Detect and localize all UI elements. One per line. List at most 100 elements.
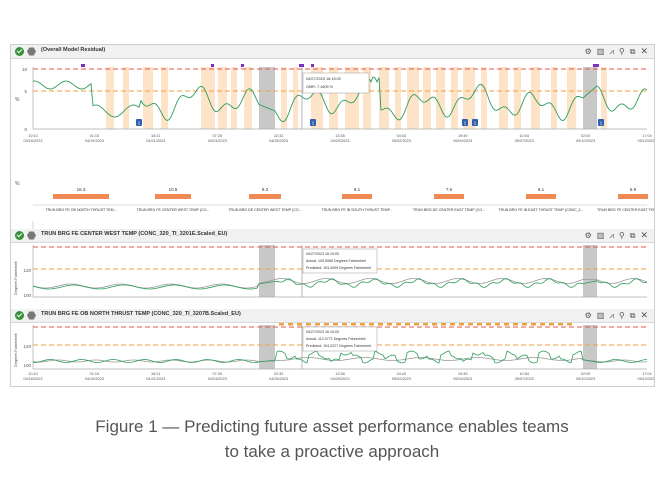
contribution-bar-chart: % 16.3 TRUN BRG FE OB NORTH THRUST TEM...… <box>15 181 654 212</box>
anomaly-tick <box>279 323 284 326</box>
anomaly-tick <box>504 323 509 326</box>
x-tick-date: 05/12/2023 <box>637 139 654 143</box>
x-tick-time: 22:32 <box>274 134 284 138</box>
anomaly-tick <box>333 323 338 326</box>
alert-marker[interactable] <box>136 119 142 126</box>
residual-tooltip: 04/27/2023 16:15:00 OMR: 7.1605 % <box>302 72 370 94</box>
anomaly-band <box>463 67 475 129</box>
trend-icon[interactable]: ⩘ <box>609 47 614 56</box>
x-tick-date: 05/10/2023 <box>576 377 595 381</box>
anomaly-tick <box>324 323 329 326</box>
svg-text:04/27/2023 16:15:00: 04/27/2023 16:15:00 <box>306 330 339 334</box>
contribution-bar[interactable] <box>249 194 281 199</box>
anomaly-band <box>123 67 129 129</box>
trend-icon[interactable]: ⩘ <box>609 231 614 240</box>
alert-marker[interactable] <box>462 119 468 126</box>
close-icon[interactable]: ✕ <box>640 230 648 240</box>
anomaly-tick <box>477 323 482 326</box>
chart-icon[interactable]: ▥ <box>596 311 605 320</box>
x-tick-date: 05/10/2023 <box>576 139 595 143</box>
y-axis-label: Degrees Fahrenheit <box>14 332 18 367</box>
chart-icon[interactable]: ▥ <box>596 231 605 240</box>
alert-marker[interactable] <box>598 119 604 126</box>
anomaly-tick <box>315 323 320 326</box>
event-marker <box>311 64 314 67</box>
x-tick-time: 19:49 <box>458 134 468 138</box>
x-tick-time: 07:26 <box>212 372 222 376</box>
alert-marker[interactable] <box>310 119 316 126</box>
alert-marker[interactable] <box>472 119 478 126</box>
asset-hex-icon <box>27 311 36 320</box>
x-tick-time: 10:10 <box>28 134 38 138</box>
gear-icon[interactable]: ⚙ <box>584 311 592 320</box>
gear-icon[interactable]: ⚙ <box>584 231 592 240</box>
bar-label: TRUN BRG FE IB SOUTH THRUST TEMP... <box>321 208 392 212</box>
alert-marker-label: 1 <box>474 121 477 126</box>
bar-label: TRUN BRG FE IB EAST THRUST TEMP (CONC_3.… <box>498 208 583 212</box>
contribution-bar[interactable] <box>618 194 648 199</box>
pin-icon[interactable]: ⚲ <box>618 311 625 320</box>
compare-icon[interactable]: ⧉ <box>629 231 636 240</box>
residual-chart: 10 5 0 % 04/27/2023 16:15:00 OMR: 7.1605… <box>15 64 654 143</box>
anomaly-tick <box>387 323 392 326</box>
gap-region <box>583 245 597 297</box>
x-tick-date: 05/07/2023 <box>515 139 534 143</box>
compare-icon[interactable]: ⧉ <box>629 311 636 320</box>
anomaly-band <box>379 67 389 129</box>
close-icon[interactable]: ✕ <box>640 310 648 320</box>
anomaly-band <box>407 67 419 129</box>
x-tick-date: 04/29/2023 <box>330 139 349 143</box>
anomaly-band <box>551 67 557 129</box>
anomaly-band <box>499 67 508 129</box>
contribution-bar[interactable] <box>154 194 192 199</box>
anomaly-band <box>481 67 487 129</box>
gap-region <box>259 325 275 369</box>
panel-header: TRUN BRG FE OB NORTH THRUST TEMP (CONC_3… <box>11 309 654 323</box>
y-tick: 120 <box>23 344 31 349</box>
y-tick: 10 <box>22 67 28 72</box>
x-tick-time: 10:54 <box>519 134 529 138</box>
panel-title: TRUN BRG FE CENTER WEST TEMP (CONC_320_T… <box>41 231 228 237</box>
x-tick-date: 05/04/2023 <box>453 139 472 143</box>
anomaly-band <box>363 67 371 129</box>
bar-value: 10.5 <box>169 187 178 192</box>
compare-icon[interactable]: ⧉ <box>629 47 636 56</box>
alert-marker-label: 1 <box>138 121 141 126</box>
anomaly-tick <box>342 323 347 326</box>
contribution-bar[interactable] <box>342 194 372 199</box>
pin-icon[interactable]: ⚲ <box>618 47 625 56</box>
x-tick-time: 22:32 <box>274 372 284 376</box>
anomaly-band <box>436 67 445 129</box>
y-axis-label: % <box>15 181 20 187</box>
contribution-bar[interactable] <box>434 194 464 199</box>
x-tick-date: 04/24/2023 <box>208 377 227 381</box>
anomaly-band <box>451 67 458 129</box>
gear-icon[interactable]: ⚙ <box>584 47 592 56</box>
contribution-bars: % 16.3 TRUN BRG FE OB NORTH THRUST TEM...… <box>11 167 654 215</box>
north-thrust-temp-chart: 120 100 Degrees Fahrenheit 04/27/2023 16… <box>14 323 654 381</box>
contribution-bar[interactable] <box>526 194 556 199</box>
x-tick-date: 04/16/2023 <box>23 377 42 381</box>
asset-hex-icon <box>27 47 36 56</box>
trend-icon[interactable]: ⩘ <box>609 311 614 320</box>
anomaly-tick <box>378 323 383 326</box>
event-marker <box>299 64 304 67</box>
bar-label: TRUN BRG FE CENTER WEST TEMP (CO... <box>137 208 210 212</box>
anomaly-tick <box>306 323 311 326</box>
contribution-bar[interactable] <box>53 194 109 199</box>
close-icon[interactable]: ✕ <box>640 46 648 56</box>
status-ok-icon <box>15 311 24 320</box>
x-tick-date: 04/16/2023 <box>23 139 42 143</box>
event-marker <box>211 64 214 67</box>
x-tick-date: 04/21/2023 <box>146 139 165 143</box>
status-ok-icon <box>15 231 24 240</box>
bar-value: 6.1 <box>538 187 545 192</box>
y-tick: 100 <box>23 293 31 298</box>
x-tick-time: 02:00 <box>581 134 591 138</box>
x-tick-date: 04/26/2023 <box>269 139 288 143</box>
residual-series <box>32 75 648 123</box>
pin-icon[interactable]: ⚲ <box>618 231 625 240</box>
anomaly-band <box>106 67 114 129</box>
chart-icon[interactable]: ▥ <box>596 47 605 56</box>
anomaly-tick <box>513 323 518 326</box>
